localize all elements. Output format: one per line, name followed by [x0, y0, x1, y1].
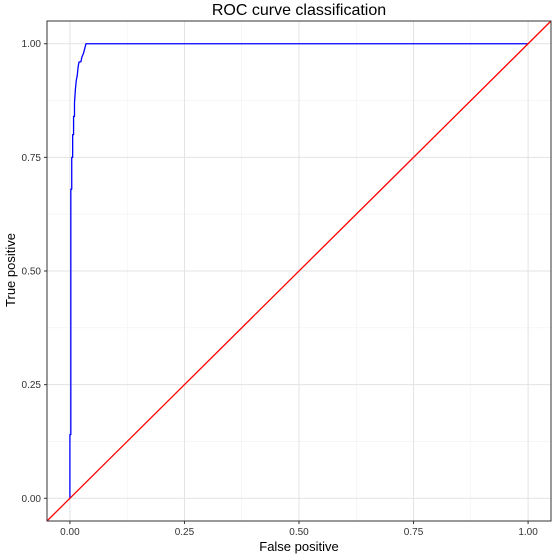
x-tick-label: 0.75 — [404, 527, 424, 538]
chart-title: ROC curve classification — [212, 2, 386, 19]
y-tick-label: 0.75 — [22, 153, 42, 164]
x-tick-label: 1.00 — [518, 527, 538, 538]
x-axis-label: False positive — [259, 539, 338, 554]
y-tick-label: 0.50 — [22, 267, 42, 278]
x-tick-label: 0.00 — [60, 527, 80, 538]
diagonal-reference-line — [46, 20, 552, 522]
ticks: 0.00 0.25 0.50 0.75 1.00 0.00 0.25 0.50 0.75 1.00 — [22, 39, 539, 538]
x-tick-label: 0.25 — [175, 527, 195, 538]
series-layer — [46, 20, 552, 522]
y-tick-label: 0.00 — [22, 494, 42, 505]
y-tick-label: 1.00 — [22, 39, 42, 50]
roc-curve-line — [69, 43, 529, 499]
x-tick-label: 0.50 — [289, 527, 309, 538]
y-axis-label: True positive — [3, 233, 18, 307]
y-tick-label: 0.25 — [22, 380, 42, 391]
